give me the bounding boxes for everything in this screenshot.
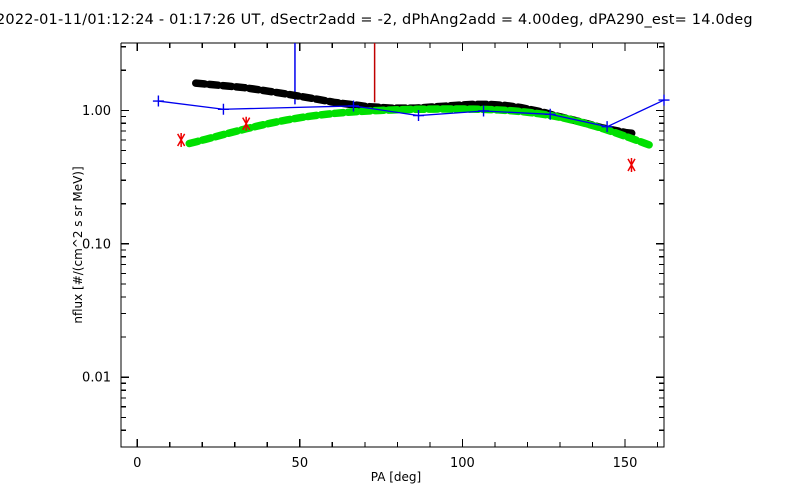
y-tick-label: 0.10: [82, 237, 111, 252]
blue-plus-marker: [413, 110, 425, 122]
blue-plus-marker: [347, 100, 359, 112]
blue-plus-marker: [658, 94, 670, 106]
y-tick-label: 0.01: [82, 371, 111, 386]
blue-plus-marker: [544, 108, 556, 120]
axis-frame: [120, 42, 665, 448]
x-axis-title: PA [deg]: [371, 470, 421, 484]
y-axis-tick-labels: 1.00 0.10 0.01: [82, 104, 111, 386]
y-axis-ticks: [121, 46, 664, 448]
y-tick-label: 1.00: [82, 104, 111, 119]
blue-measured-line: [158, 99, 665, 128]
green-dashed-fit: [185, 105, 655, 150]
blue-plus-marker: [478, 105, 490, 117]
plot-title-group: 2022-01-11/01:12:24 - 01:17:26 UT, dSect…: [0, 12, 753, 28]
point-markers-group: [177, 116, 636, 172]
red-asterisk-mid: [242, 116, 251, 131]
x-tick-label: 0: [133, 456, 141, 471]
blue-plus-marker: [152, 95, 164, 107]
x-tick-label: 50: [292, 456, 309, 471]
x-tick-label: 100: [450, 456, 475, 471]
x-axis-tick-labels: 0 50 100 150: [133, 456, 637, 471]
y-axis-title: nflux [#/(cm^2 s sr MeV)]: [71, 166, 85, 323]
plot-box-border: [120, 42, 665, 448]
page-title: 2022-01-11/01:12:24 - 01:17:26 UT, dSect…: [0, 12, 753, 28]
data-series-group: [152, 79, 670, 150]
blue-plus-marker: [601, 121, 613, 133]
x-tick-label: 150: [613, 456, 638, 471]
red-asterisk-left: [177, 132, 186, 147]
x-axis-ticks: [136, 43, 659, 447]
blue-plus-marker: [217, 103, 229, 115]
red-asterisk-right: [627, 157, 636, 172]
